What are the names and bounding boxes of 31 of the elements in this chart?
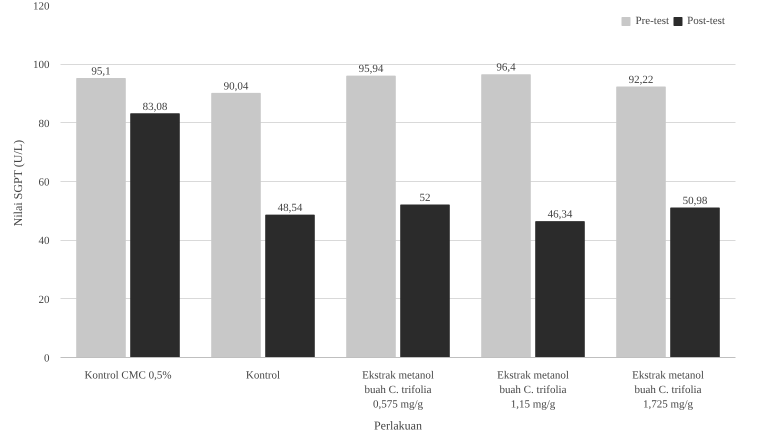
data-label: 92,22 xyxy=(628,74,654,86)
bar xyxy=(130,113,180,358)
data-label: 50,98 xyxy=(682,194,708,207)
data-label: 46,34 xyxy=(548,208,573,221)
x-tick-label: Kontrol xyxy=(246,370,280,382)
data-label: 83,08 xyxy=(142,100,168,113)
y-tick-label: 60 xyxy=(38,176,50,188)
bar xyxy=(535,221,585,358)
data-label: 90,04 xyxy=(224,80,249,92)
x-tick-label: Ekstrak metanol buah C. trifolia 1,725 mg/g xyxy=(632,370,704,410)
y-tick-label: 20 xyxy=(38,294,50,306)
y-axis-title: Nilai SGPT (U/L) xyxy=(11,140,25,226)
bar xyxy=(400,204,450,358)
x-axis-title: Perlakuan xyxy=(374,418,422,432)
legend-label: Post-test xyxy=(687,15,725,27)
bar xyxy=(670,207,720,358)
legend-label: Pre-test xyxy=(635,15,670,27)
y-tick-label: 0 xyxy=(44,352,50,364)
data-label: 95,1 xyxy=(91,66,111,78)
data-label: 96,4 xyxy=(496,62,516,74)
y-tick-label: 120 xyxy=(33,0,50,12)
data-label: 95,94 xyxy=(358,63,384,76)
data-label: 48,54 xyxy=(278,202,303,214)
x-tick-label: Kontrol CMC 0,5% xyxy=(84,370,172,382)
x-tick-label: Ekstrak metanol buah C. trifolia 1,15 mg/g xyxy=(497,370,569,410)
y-tick-label: 80 xyxy=(38,118,50,130)
y-tick-label: 100 xyxy=(33,59,50,72)
bar xyxy=(265,214,315,358)
x-tick-label: Ekstrak metanol buah C. trifolia 0,575 mg/g xyxy=(362,370,434,410)
y-tick-label: 40 xyxy=(38,235,50,248)
data-label: 52 xyxy=(420,192,430,204)
